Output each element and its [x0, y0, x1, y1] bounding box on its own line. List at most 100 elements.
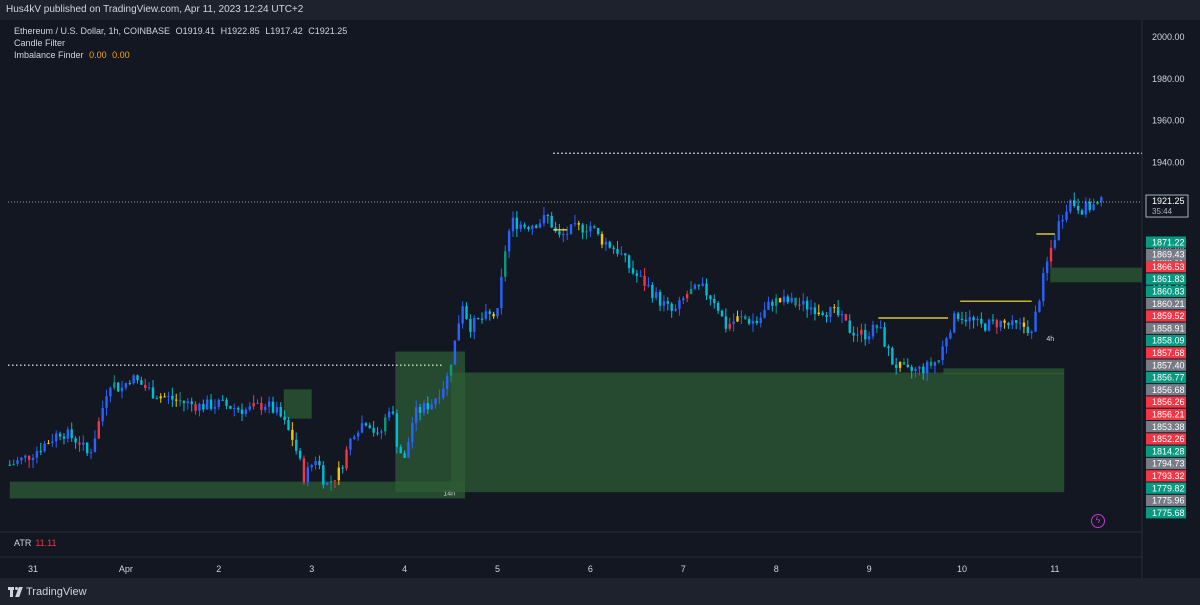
candle-body: [356, 432, 360, 437]
candle-body: [442, 388, 445, 398]
candle-body: [171, 395, 174, 400]
candle-body: [941, 346, 944, 361]
price-tag: 1775.96: [1146, 494, 1186, 507]
candle-body: [360, 423, 364, 433]
candle-body: [144, 384, 147, 388]
price-tag-label: 1861.83: [1152, 274, 1185, 284]
candle-body: [47, 442, 50, 444]
candle-body: [376, 432, 379, 434]
price-tag-label: 1857.68: [1152, 348, 1185, 358]
tradingview-brand[interactable]: TradingView: [8, 586, 87, 598]
candle-body: [380, 431, 383, 433]
candle-body: [980, 318, 983, 324]
candle-body: [345, 449, 348, 469]
publisher-text: Hus4kV published on TradingView.com, Apr…: [6, 4, 304, 15]
candle-body: [933, 362, 937, 366]
candle-body: [1022, 322, 1026, 327]
price-tag-label: 1775.96: [1152, 496, 1185, 506]
candle-body: [391, 411, 395, 414]
candle-body: [720, 310, 724, 317]
candle-body: [124, 383, 128, 388]
candles: [8, 192, 1103, 491]
candle-body: [817, 312, 820, 315]
price-tag-label: 1856.77: [1152, 373, 1185, 383]
candle-body: [225, 399, 228, 406]
price-tag: 1814.28: [1146, 445, 1186, 457]
candle-body: [147, 387, 151, 389]
candle-body: [864, 329, 867, 340]
candle-body: [488, 311, 491, 314]
price-tag-bg: [1146, 396, 1186, 408]
candle-body: [898, 362, 902, 368]
candle-body: [786, 296, 790, 303]
price-tag: 1779.82: [1146, 482, 1186, 494]
candle-body: [531, 225, 534, 230]
tradingview-logo-icon: [8, 587, 23, 597]
candle-body: [627, 255, 631, 269]
candle-body: [426, 403, 430, 410]
candle-body: [585, 231, 588, 233]
candle-body: [775, 298, 778, 306]
candle-body: [492, 313, 495, 317]
candle-body: [1080, 210, 1084, 215]
candle-body: [194, 404, 197, 411]
candle-body: [399, 446, 402, 454]
atr-legend[interactable]: ATR 11.11: [14, 538, 57, 548]
candle-body: [256, 402, 259, 404]
candle-body: [949, 332, 952, 339]
price-tag: 1859.52: [1146, 310, 1186, 322]
candle-body: [558, 231, 561, 235]
candle-body: [678, 300, 681, 309]
symbol-legend[interactable]: Ethereum / U.S. Dollar, 1h, COINBASE O19…: [14, 25, 347, 37]
price-tag: 1852.26: [1146, 433, 1186, 445]
candle-body: [302, 458, 306, 483]
last-price-label: 1921.25: [1152, 196, 1185, 206]
candle-body: [763, 309, 766, 318]
candle-body: [78, 442, 81, 445]
candle-body: [507, 231, 511, 252]
indicator-value: 0.00: [89, 50, 107, 60]
candle-body: [457, 323, 460, 341]
candle-body: [1096, 201, 1099, 205]
atr-label: ATR: [14, 538, 32, 548]
candle-body: [929, 361, 933, 366]
price-tag-label: 1794.73: [1152, 459, 1185, 469]
candle-body: [546, 215, 550, 217]
candle-body: [976, 318, 979, 321]
candle-body: [511, 217, 515, 232]
indicator-candle-filter[interactable]: Candle Filter: [14, 37, 65, 49]
price-tag-label: 1856.68: [1152, 385, 1185, 395]
candle-body: [411, 423, 414, 443]
candle-body: [987, 319, 991, 331]
candle-body: [755, 320, 759, 324]
candle-body: [1076, 205, 1080, 211]
candle-body: [670, 303, 673, 311]
candle-body: [384, 417, 387, 432]
candle-body: [809, 307, 813, 310]
price-tag-bg: [1146, 236, 1186, 248]
candle-body: [918, 366, 921, 369]
candle-body: [58, 433, 62, 437]
candle-body: [848, 320, 851, 333]
candle-body: [395, 413, 399, 447]
indicator-imbalance-finder[interactable]: Imbalance Finder 0.00 0.00: [14, 49, 130, 61]
candle-body: [964, 319, 968, 322]
candle-body: [329, 480, 333, 483]
indicator-name: Candle Filter: [14, 38, 66, 48]
candle-body: [759, 317, 762, 324]
candle-body: [693, 284, 697, 289]
candle-body: [16, 460, 19, 464]
candle-body: [538, 223, 542, 228]
candle-body: [43, 443, 46, 452]
candle-body: [914, 368, 917, 372]
lightning-icon[interactable]: ϟ: [1091, 514, 1105, 528]
chart-canvas[interactable]: 14h4h2000.001980.001960.001940.001900.00…: [0, 0, 1200, 578]
candle-body: [860, 329, 863, 335]
candle-body: [295, 439, 298, 451]
candle-body: [407, 442, 410, 458]
candle-body: [937, 360, 940, 363]
candle-body: [202, 403, 205, 410]
candle-body: [322, 465, 325, 485]
candle-body: [744, 316, 747, 320]
